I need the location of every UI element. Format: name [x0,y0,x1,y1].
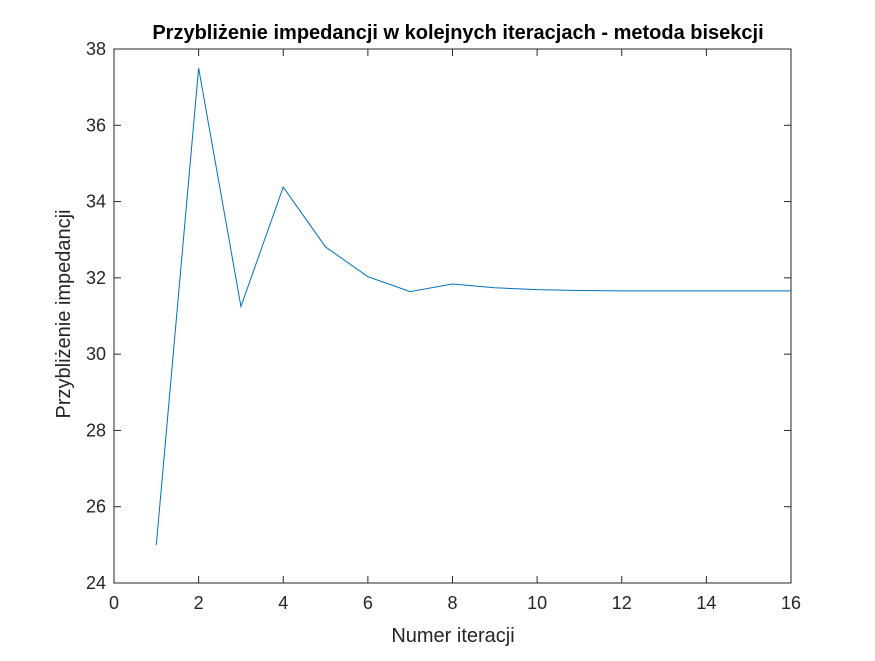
x-axis-label: Numer iteracji [391,625,514,647]
x-tick-label: 2 [194,593,204,613]
x-tick-label: 4 [278,593,288,613]
y-tick-label: 32 [86,268,106,288]
x-tick-label: 0 [109,593,119,613]
y-tick-label: 30 [86,344,106,364]
chart-title: Przybliżenie impedancji w kolejnych iter… [152,22,763,44]
x-tick-label: 10 [527,593,547,613]
y-tick-label: 26 [86,497,106,517]
y-tick-label: 36 [86,115,106,135]
y-tick-label: 28 [86,420,106,440]
x-tick-label: 8 [447,593,457,613]
y-tick-label: 24 [86,573,106,593]
x-tick-label: 6 [363,593,373,613]
y-tick-label: 38 [86,39,106,59]
x-tick-label: 12 [612,593,632,613]
y-axis-label: Przybliżenie impedancji [53,210,75,419]
x-tick-label: 14 [696,593,716,613]
y-tick-label: 34 [86,192,106,212]
axes-box [114,49,791,583]
x-tick-label: 16 [781,593,801,613]
series-line [156,68,791,545]
